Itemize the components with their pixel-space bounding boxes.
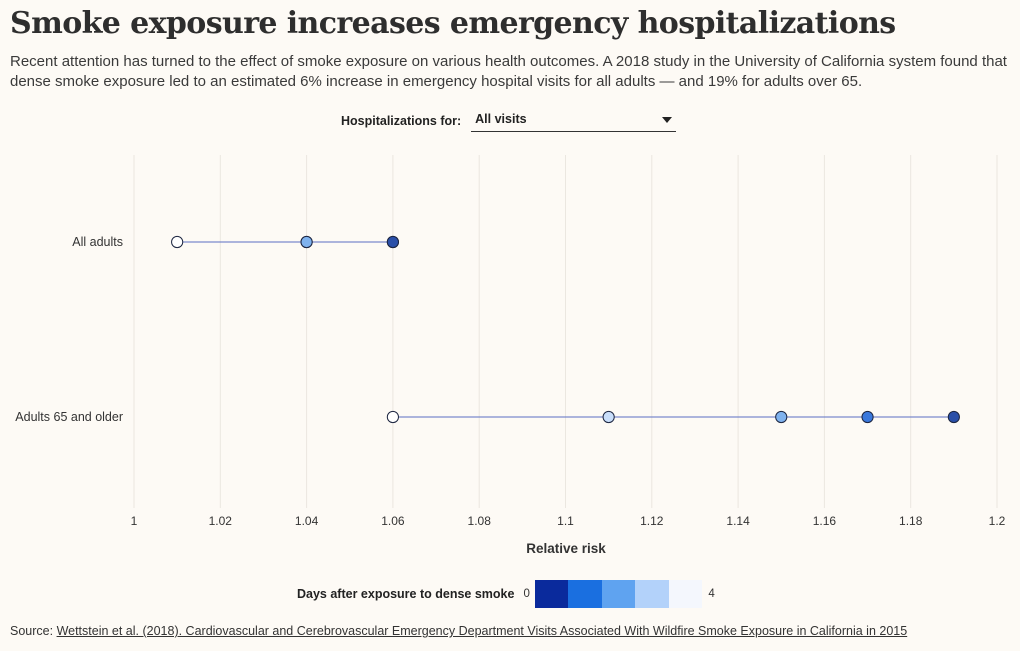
data-point[interactable] (602, 410, 615, 424)
chart-grid (133, 155, 998, 508)
x-tick-label: 1 (131, 514, 138, 528)
x-tick-label: 1.14 (726, 514, 750, 528)
legend-title: Days after exposure to dense smoke (297, 587, 515, 601)
data-point[interactable] (300, 235, 313, 249)
filter-label: Hospitalizations for: (341, 114, 462, 128)
legend-max-label: 4 (708, 588, 715, 600)
data-point[interactable] (947, 410, 960, 424)
x-tick-label: 1.2 (989, 514, 1006, 528)
source-prefix: Source: (10, 624, 57, 638)
x-tick-label: 1.08 (468, 514, 492, 528)
x-tick-label: 1.12 (640, 514, 664, 528)
x-tick-label: 1.18 (899, 514, 923, 528)
legend-min-label: 0 (523, 588, 530, 600)
chart-rows: All adults Adults 65 and older (15, 235, 960, 424)
data-point[interactable] (386, 410, 399, 424)
legend-swatch (534, 580, 569, 608)
hospitalization-type-select[interactable]: All visits (471, 110, 677, 132)
caret-down-icon (662, 117, 673, 123)
data-point[interactable] (775, 410, 788, 424)
row-label: All adults (72, 235, 123, 249)
data-point[interactable] (171, 235, 184, 249)
x-tick-label: 1.06 (381, 514, 405, 528)
legend-swatch (601, 580, 636, 608)
filter-selected-value: All visits (475, 112, 527, 126)
legend-color-ramp (534, 580, 703, 608)
data-point[interactable] (861, 410, 874, 424)
x-tick-label: 1.16 (813, 514, 837, 528)
legend-swatch (668, 580, 703, 608)
x-tick-label: 1.1 (557, 514, 574, 528)
dot-plot-chart: 1 1.02 1.04 1.06 1.08 1.1 1.12 1.14 1.16 1.18 1.2 … (15, 155, 1006, 556)
source-note: Source: Wettstein et al. (2018). Cardiov… (10, 624, 907, 638)
x-tick-label: 1.04 (295, 514, 319, 528)
chart-row: All adults (72, 235, 399, 249)
color-legend: Days after exposure to dense smoke 0 4 (297, 580, 715, 608)
chart-row: Adults 65 and older (15, 410, 960, 424)
legend-swatch (635, 580, 669, 608)
page-subtitle: Recent attention has turned to the effec… (10, 53, 1007, 90)
page-title: Smoke exposure increases emergency hospi… (10, 6, 896, 41)
hospitalization-filter: Hospitalizations for: All visits (341, 110, 677, 132)
data-point[interactable] (386, 235, 399, 249)
x-tick-label: 1.02 (209, 514, 233, 528)
row-label: Adults 65 and older (15, 410, 123, 424)
x-axis-label: Relative risk (526, 541, 606, 556)
legend-swatch (568, 580, 602, 608)
source-link[interactable]: Wettstein et al. (2018). Cardiovascular … (56, 624, 908, 638)
x-axis-ticks: 1 1.02 1.04 1.06 1.08 1.1 1.12 1.14 1.16 1.18 1.2 (131, 514, 1006, 528)
